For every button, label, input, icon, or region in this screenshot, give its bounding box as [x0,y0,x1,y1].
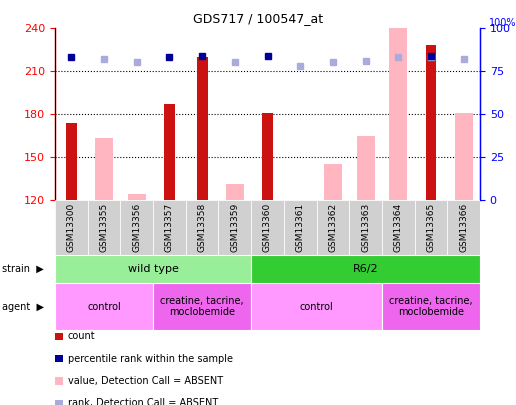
Bar [55,255,251,283]
Bar [128,194,146,200]
Bar [284,200,316,255]
Bar [251,255,480,283]
Text: GSM13364: GSM13364 [394,203,403,252]
Text: R6/2: R6/2 [353,264,378,274]
Bar [415,200,447,255]
Bar [455,113,473,200]
Bar [95,139,113,200]
Bar [226,184,244,200]
Bar [324,164,342,200]
Bar [389,28,407,200]
Bar [382,283,480,330]
Bar [251,283,382,330]
Text: GSM13365: GSM13365 [426,203,436,252]
Text: GSM13360: GSM13360 [263,203,272,252]
Bar [447,200,480,255]
Bar [426,45,437,200]
Text: GSM13358: GSM13358 [198,203,206,252]
Bar [316,200,349,255]
Text: GSM13361: GSM13361 [296,203,304,252]
Bar [153,283,251,330]
Text: strain  ▶: strain ▶ [2,264,44,274]
Bar [382,200,415,255]
Bar [349,200,382,255]
Bar [66,123,77,200]
Text: GSM13359: GSM13359 [230,203,239,252]
Text: wild type: wild type [127,264,179,274]
Text: 100%: 100% [489,18,516,28]
Bar [88,200,120,255]
Text: count: count [68,331,95,341]
Bar [120,200,153,255]
Text: GSM13363: GSM13363 [361,203,370,252]
Bar [218,200,251,255]
Bar [197,57,207,200]
Text: value, Detection Call = ABSENT: value, Detection Call = ABSENT [68,376,223,386]
Text: GSM13362: GSM13362 [328,203,337,252]
Bar [55,283,153,330]
Text: creatine, tacrine,
moclobemide: creatine, tacrine, moclobemide [160,296,244,317]
Bar [262,113,273,200]
Text: percentile rank within the sample: percentile rank within the sample [68,354,233,364]
Text: agent  ▶: agent ▶ [2,301,44,311]
Text: rank, Detection Call = ABSENT: rank, Detection Call = ABSENT [68,398,218,405]
Bar [186,200,218,255]
Text: control: control [87,301,121,311]
Text: creatine, tacrine,
moclobemide: creatine, tacrine, moclobemide [389,296,473,317]
Bar [55,200,88,255]
Text: GSM13357: GSM13357 [165,203,174,252]
Bar [251,200,284,255]
Text: GSM13356: GSM13356 [132,203,141,252]
Text: GSM13355: GSM13355 [100,203,108,252]
Text: GDS717 / 100547_at: GDS717 / 100547_at [193,12,323,25]
Bar [164,104,175,200]
Bar [153,200,186,255]
Text: control: control [300,301,333,311]
Text: GSM13300: GSM13300 [67,203,76,252]
Bar [357,136,375,200]
Text: GSM13366: GSM13366 [459,203,468,252]
